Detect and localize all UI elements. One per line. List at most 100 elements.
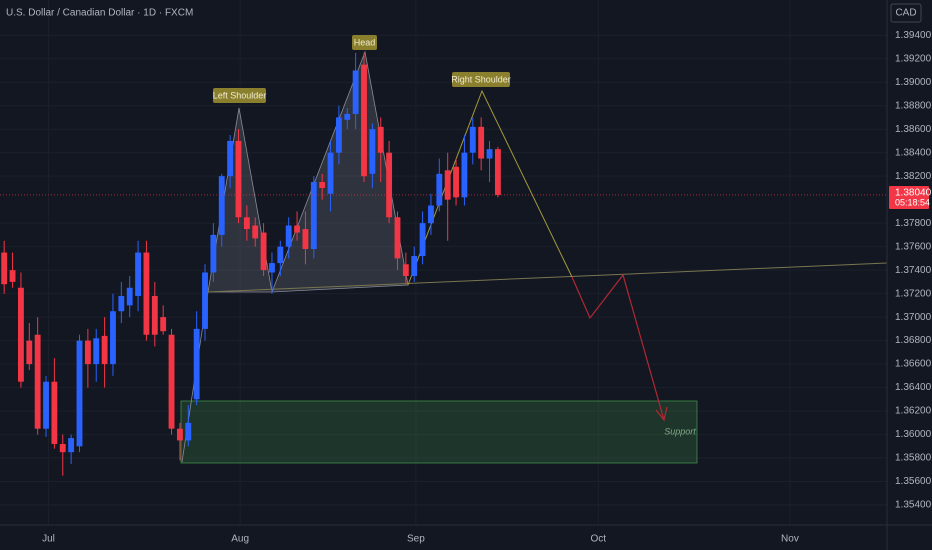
- annotation-label: Head: [354, 37, 376, 47]
- x-tick-label: Jul: [42, 534, 55, 545]
- x-tick-label: Aug: [231, 534, 249, 545]
- candle-body: [369, 129, 376, 174]
- candle-body: [260, 232, 267, 271]
- candle-body: [126, 287, 133, 306]
- x-tick-label: Nov: [781, 534, 799, 545]
- candles: [1, 52, 501, 476]
- x-tick-label: Oct: [591, 534, 607, 545]
- currency-box: [890, 3, 922, 23]
- label-box: [452, 72, 510, 87]
- y-tick-label: 1.37800: [895, 218, 932, 229]
- y-tick-label: 1.39400: [895, 30, 932, 41]
- y-tick-label: 1.38800: [895, 100, 932, 111]
- candle-body: [101, 335, 108, 365]
- chart-title: U.S. Dollar / Canadian Dollar · 1D · FXC…: [6, 8, 193, 19]
- candle-body: [252, 225, 259, 239]
- candle-body: [227, 140, 234, 177]
- candle-body: [269, 263, 275, 273]
- candle-body: [218, 176, 225, 235]
- grid: [0, 0, 887, 525]
- candle-body: [386, 152, 393, 218]
- candle-body: [84, 340, 91, 365]
- countdown-label: 05:18:54: [895, 197, 930, 207]
- label-box: [352, 35, 377, 50]
- candle-body: [469, 126, 476, 153]
- support-zone: [180, 400, 698, 464]
- candle-body: [160, 317, 167, 332]
- y-tick-label: 1.39200: [895, 53, 932, 64]
- y-tick-label: 1.36400: [895, 382, 932, 393]
- last-price-label: 1.38040: [895, 188, 932, 199]
- candle-body: [176, 428, 183, 441]
- candle-body: [1, 252, 8, 285]
- candle-body: [444, 170, 451, 200]
- candle-body: [302, 229, 309, 249]
- projection-path: [571, 273, 665, 421]
- y-tick-label: 1.36000: [895, 429, 932, 440]
- y-tick-label: 1.36800: [895, 335, 932, 346]
- candle-body: [402, 264, 409, 277]
- candle-body: [51, 381, 58, 444]
- y-tick-label: 1.38400: [895, 147, 932, 158]
- candle-body: [335, 117, 342, 153]
- candle-body: [76, 340, 83, 447]
- candle-body: [428, 205, 434, 224]
- candle-body: [294, 225, 300, 233]
- candle-body: [494, 149, 501, 195]
- candle-body: [319, 182, 326, 188]
- candle-body: [461, 152, 468, 198]
- last-price-box: [889, 185, 929, 209]
- candle-body: [344, 113, 351, 120]
- candle-body: [310, 182, 317, 249]
- candle-body: [118, 295, 125, 312]
- candle-body: [193, 328, 200, 400]
- candle-body: [277, 246, 284, 264]
- candle-body: [478, 126, 485, 159]
- candle-body: [285, 225, 292, 247]
- candle-body: [377, 126, 384, 153]
- annotation-label: Right Shoulder: [451, 74, 511, 84]
- candle-body: [34, 334, 41, 429]
- candle-body: [43, 381, 49, 429]
- candle-body: [210, 234, 217, 273]
- candle-body: [202, 272, 208, 329]
- label-box: [213, 88, 266, 103]
- y-tick-label: 1.37000: [895, 312, 932, 323]
- candle-body: [26, 340, 33, 365]
- currency: CAD: [895, 8, 916, 19]
- y-tick-label: 1.35400: [895, 500, 932, 511]
- candle-body: [59, 443, 66, 453]
- annotation-label: Left Shoulder: [213, 90, 267, 100]
- candle-body: [185, 422, 192, 441]
- candle-body: [394, 217, 401, 259]
- y-tick-label: 1.36600: [895, 359, 932, 370]
- candle-body: [453, 166, 459, 198]
- candle-body: [168, 334, 175, 429]
- candle-body: [361, 64, 367, 177]
- candle-body: [9, 270, 16, 282]
- x-tick-label: Sep: [407, 534, 425, 545]
- candle-body: [243, 217, 250, 230]
- y-tick-label: 1.35600: [895, 476, 932, 487]
- y-tick-label: 1.35800: [895, 453, 932, 464]
- candle-body: [486, 149, 493, 159]
- annotation-label: Support: [664, 426, 696, 436]
- y-tick-label: 1.38200: [895, 171, 932, 182]
- candle-body: [93, 338, 100, 365]
- candle-body: [235, 140, 242, 218]
- y-tick-label: 1.38600: [895, 124, 932, 135]
- candle-body: [419, 223, 426, 257]
- candle-body: [327, 152, 334, 194]
- y-tick-label: 1.37200: [895, 288, 932, 299]
- candle-body: [17, 287, 24, 382]
- y-tick-label: 1.37400: [895, 265, 932, 276]
- candle-body: [68, 438, 75, 453]
- y-tick-label: 1.39000: [895, 77, 932, 88]
- candle-body: [436, 173, 443, 206]
- y-tick-label: 1.36200: [895, 406, 932, 417]
- candle-body: [110, 311, 116, 365]
- candle-body: [135, 252, 141, 296]
- candle-body: [151, 295, 158, 335]
